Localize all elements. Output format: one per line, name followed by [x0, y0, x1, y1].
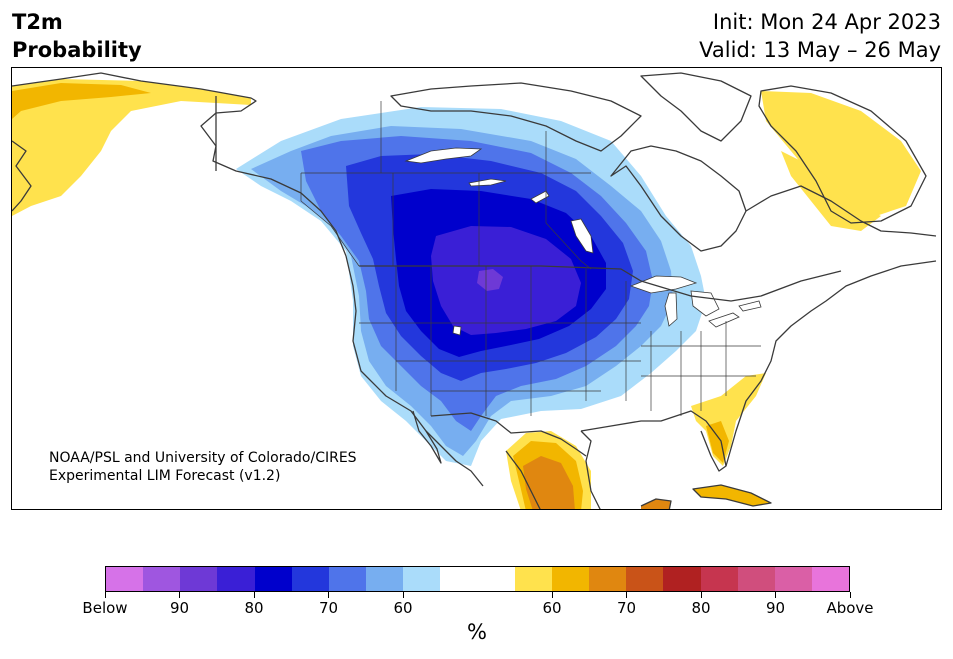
colorbar-tick-mark	[775, 592, 776, 598]
title-line-variable: T2m	[12, 10, 63, 34]
warm-region-alaska-core	[12, 83, 151, 119]
lake-athabasca	[530, 190, 550, 204]
province-line-bc-ab	[300, 173, 360, 267]
colorbar-segment	[106, 567, 144, 591]
warm-region-mexico-core	[523, 456, 575, 509]
lake-michigan	[664, 292, 678, 327]
colorbar-tick-label: 80	[244, 599, 264, 617]
colorbar-tick-mark	[551, 592, 553, 598]
colorbar-tick-mark	[402, 592, 404, 598]
colorbar-tick-label: Below	[82, 599, 128, 617]
colorbar-segment	[514, 567, 552, 591]
colorbar-tick-label: 90	[765, 599, 786, 617]
province-line-mb-on	[545, 173, 592, 270]
colorbar-tick-mark	[104, 592, 106, 598]
alaska-coast	[12, 72, 347, 257]
country-borders	[12, 72, 937, 509]
cuba	[692, 484, 772, 507]
lake-winnipeg	[570, 218, 594, 254]
state-province-lines	[300, 101, 761, 416]
colorbar-tick-mark	[328, 592, 329, 598]
pacific-coast	[345, 255, 484, 487]
lake-superior	[629, 275, 698, 294]
colorbar-segment	[737, 567, 775, 591]
colorbar-segment	[551, 567, 590, 591]
colorbar-segment	[143, 567, 181, 591]
greenland-coast	[758, 85, 927, 224]
baja-california	[412, 410, 442, 464]
colorbar-segment	[180, 567, 218, 591]
colorbar-tick-label: 60	[393, 599, 413, 617]
colorbar-segment	[663, 567, 701, 591]
colorbar-tick-label: 60	[542, 599, 562, 617]
hudson-bay	[610, 145, 747, 252]
colorbar-segment	[774, 567, 812, 591]
cold-region-95	[477, 269, 503, 291]
mexico-gulf-coast	[505, 430, 601, 509]
probability-colorbar	[105, 566, 850, 592]
warm-region-greenland	[761, 91, 921, 221]
gulf-coast-us	[580, 410, 727, 472]
labrador-coast	[745, 185, 937, 237]
us-mexico-border	[430, 412, 587, 457]
us-canada-border	[359, 265, 842, 302]
colorbar-segment	[328, 567, 367, 591]
colorbar-tick-label: 90	[169, 599, 190, 617]
lake-ontario	[738, 300, 762, 312]
colorbar-tick-label: 70	[318, 599, 339, 617]
alaska-west-coast	[12, 140, 32, 212]
forecast-map	[11, 67, 942, 510]
colorbar-segment	[811, 567, 850, 591]
colorbar-tick-mark	[253, 592, 255, 598]
canadian-arctic	[390, 82, 642, 152]
warm-region-cuba	[693, 485, 771, 506]
colorbar-segment	[440, 567, 478, 591]
yucatan	[640, 498, 672, 509]
map-canvas	[12, 72, 937, 509]
colorbar-tick-label: Above	[826, 599, 874, 617]
great-salt-lake	[452, 325, 462, 336]
title-line-probability: Probability	[12, 38, 142, 62]
warm-region-yucatan	[641, 499, 671, 509]
warm-region-alaska	[12, 79, 251, 216]
colorbar-segment	[477, 567, 515, 591]
forecast-credit: NOAA/PSL and University of Colorado/CIRE…	[49, 449, 357, 485]
warm-region-labrador	[781, 151, 881, 231]
forecast-dates: Init: Mon 24 Apr 2023 Valid: 13 May – 26…	[699, 8, 941, 64]
lakes	[404, 147, 762, 336]
init-date: Init: Mon 24 Apr 2023	[712, 10, 941, 34]
colorbar-segment	[589, 567, 627, 591]
colorbar-segment	[403, 567, 441, 591]
lake-erie	[708, 312, 740, 328]
baffin-island	[640, 72, 752, 142]
colorbar-segment	[291, 567, 329, 591]
great-bear-lake	[404, 147, 483, 164]
credit-line-model: Experimental LIM Forecast (v1.2)	[49, 468, 281, 484]
warm-region-southeast	[691, 373, 766, 466]
great-slave-lake	[468, 178, 507, 187]
colorbar-tick-mark	[849, 592, 851, 598]
colorbar-tick-label: 80	[691, 599, 711, 617]
territory-line-nwt-nu	[380, 101, 547, 173]
colorbar-segment	[254, 567, 292, 591]
colorbar-tick-mark	[700, 592, 702, 598]
colorbar-tick-mark	[179, 592, 180, 598]
colorbar-segment	[217, 567, 255, 591]
credit-line-org: NOAA/PSL and University of Colorado/CIRE…	[49, 450, 357, 466]
valid-range: Valid: 13 May – 26 May	[699, 38, 941, 62]
colorbar-segment	[626, 567, 664, 591]
colorbar-tick-mark	[626, 592, 627, 598]
map-title: T2m Probability	[12, 8, 142, 64]
colorbar-tick-label: 70	[616, 599, 637, 617]
atlantic-coast	[725, 260, 937, 467]
colorbar-segment	[700, 567, 738, 591]
colorbar-segment	[366, 567, 404, 591]
colorbar-unit: %	[467, 620, 487, 644]
cold-region-90	[431, 226, 581, 335]
